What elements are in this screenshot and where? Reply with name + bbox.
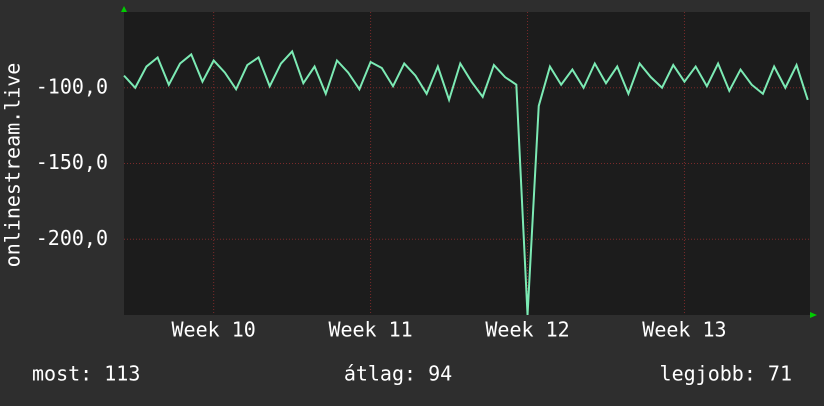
y-tick-label: -200,0 bbox=[36, 226, 108, 250]
footer-average: átlag: 94 bbox=[344, 362, 452, 386]
y-axis-label: onlinestream.live bbox=[1, 63, 25, 268]
axis-arrow bbox=[810, 312, 817, 318]
footer-best: legjobb: 71 bbox=[660, 362, 792, 386]
x-tick-label: Week 10 bbox=[172, 318, 256, 342]
x-tick-label: Week 13 bbox=[642, 318, 726, 342]
y-tick-label: -150,0 bbox=[36, 150, 108, 174]
y-tick-label: -100,0 bbox=[36, 74, 108, 98]
x-tick-label: Week 12 bbox=[485, 318, 569, 342]
data-line bbox=[123, 49, 809, 316]
x-tick-label: Week 11 bbox=[328, 318, 412, 342]
axis-arrow bbox=[121, 6, 127, 12]
footer-current: most: 113 bbox=[32, 362, 140, 386]
